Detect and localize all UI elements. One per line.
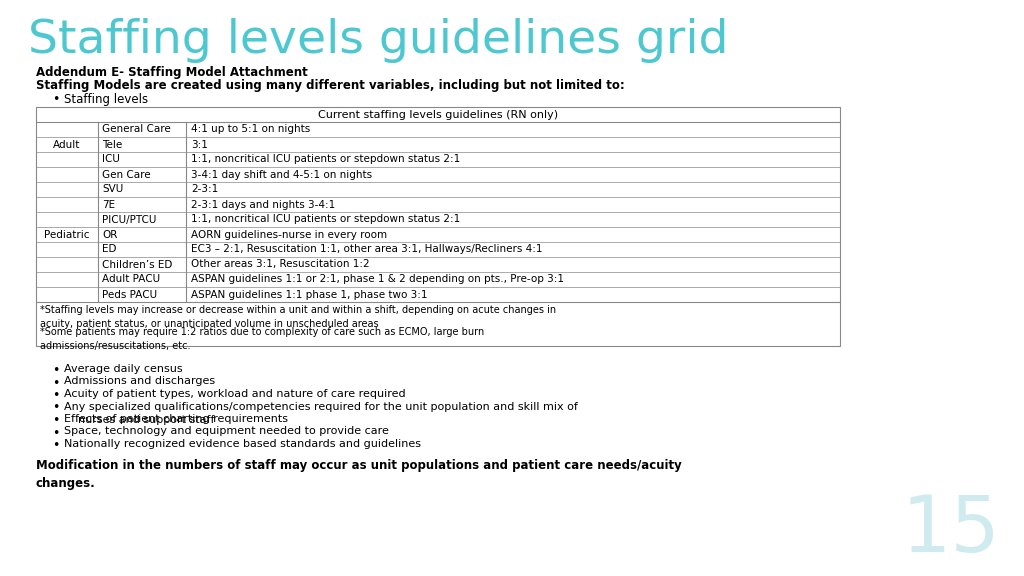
Text: Adult: Adult (53, 139, 81, 150)
Text: General Care: General Care (102, 124, 171, 135)
Text: 3-4:1 day shift and 4-5:1 on nights: 3-4:1 day shift and 4-5:1 on nights (191, 169, 372, 180)
Text: ICU: ICU (102, 154, 120, 165)
Text: Space, technology and equipment needed to provide care: Space, technology and equipment needed t… (63, 426, 389, 437)
Text: Any specialized qualifications/competencies required for the unit population and: Any specialized qualifications/competenc… (63, 401, 578, 425)
Text: •: • (52, 389, 59, 402)
Text: 1:1, noncritical ICU patients or stepdown status 2:1: 1:1, noncritical ICU patients or stepdow… (191, 154, 460, 165)
Text: Peds PACU: Peds PACU (102, 290, 157, 300)
Text: Pediatric: Pediatric (44, 229, 90, 240)
Text: Current staffing levels guidelines (RN only): Current staffing levels guidelines (RN o… (317, 109, 558, 119)
Text: Effects of patient charting requirements: Effects of patient charting requirements (63, 414, 288, 424)
Text: 2-3:1: 2-3:1 (191, 184, 218, 195)
Text: Admissions and discharges: Admissions and discharges (63, 377, 215, 386)
Text: Average daily census: Average daily census (63, 364, 182, 374)
Text: Staffing Models are created using many different variables, including but not li: Staffing Models are created using many d… (36, 79, 625, 92)
Text: Adult PACU: Adult PACU (102, 275, 160, 285)
Text: 7E: 7E (102, 199, 115, 210)
Text: •: • (52, 401, 59, 415)
Text: Nationally recognized evidence based standards and guidelines: Nationally recognized evidence based sta… (63, 439, 421, 449)
Text: *Staffing levels may increase or decrease within a unit and within a shift, depe: *Staffing levels may increase or decreas… (40, 305, 556, 329)
Text: Staffing levels: Staffing levels (63, 93, 148, 106)
Text: Modification in the numbers of staff may occur as unit populations and patient c: Modification in the numbers of staff may… (36, 460, 682, 490)
Text: 2-3:1 days and nights 3-4:1: 2-3:1 days and nights 3-4:1 (191, 199, 335, 210)
Text: Acuity of patient types, workload and nature of care required: Acuity of patient types, workload and na… (63, 389, 406, 399)
Text: Other areas 3:1, Resuscitation 1:2: Other areas 3:1, Resuscitation 1:2 (191, 260, 370, 270)
Text: OR: OR (102, 229, 118, 240)
Text: •: • (52, 426, 59, 439)
Text: Addendum E- Staffing Model Attachment: Addendum E- Staffing Model Attachment (36, 66, 308, 79)
Bar (36, 107, 840, 346)
Text: Staffing levels guidelines grid: Staffing levels guidelines grid (28, 18, 728, 63)
Text: Children’s ED: Children’s ED (102, 260, 172, 270)
Text: ASPAN guidelines 1:1 or 2:1, phase 1 & 2 depending on pts., Pre-op 3:1: ASPAN guidelines 1:1 or 2:1, phase 1 & 2… (191, 275, 564, 285)
Text: EC3 – 2:1, Resuscitation 1:1, other area 3:1, Hallways/Recliners 4:1: EC3 – 2:1, Resuscitation 1:1, other area… (191, 244, 543, 255)
Text: 15: 15 (901, 492, 1000, 568)
Text: SVU: SVU (102, 184, 123, 195)
Text: Tele: Tele (102, 139, 122, 150)
Text: *Some patients may require 1:2 ratios due to complexity of care such as ECMO, la: *Some patients may require 1:2 ratios du… (40, 327, 484, 351)
Text: 1:1, noncritical ICU patients or stepdown status 2:1: 1:1, noncritical ICU patients or stepdow… (191, 214, 460, 225)
Text: •: • (52, 364, 59, 377)
Text: •: • (52, 93, 59, 106)
Text: •: • (52, 439, 59, 452)
Text: 3:1: 3:1 (191, 139, 208, 150)
Text: AORN guidelines-nurse in every room: AORN guidelines-nurse in every room (191, 229, 387, 240)
Text: 4:1 up to 5:1 on nights: 4:1 up to 5:1 on nights (191, 124, 310, 135)
Text: •: • (52, 377, 59, 389)
Text: •: • (52, 414, 59, 427)
Text: ASPAN guidelines 1:1 phase 1, phase two 3:1: ASPAN guidelines 1:1 phase 1, phase two … (191, 290, 427, 300)
Text: ED: ED (102, 244, 117, 255)
Text: PICU/PTCU: PICU/PTCU (102, 214, 157, 225)
Text: Gen Care: Gen Care (102, 169, 151, 180)
